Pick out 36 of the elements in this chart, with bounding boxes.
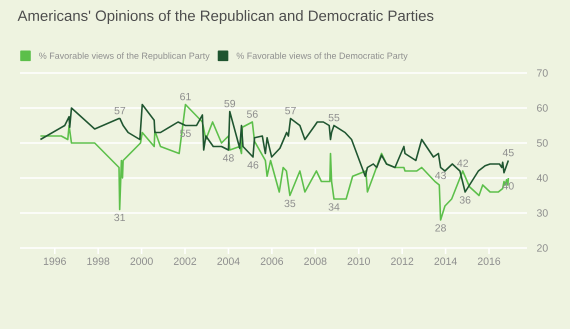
x-tick-label: 2010 xyxy=(348,258,370,265)
x-tick-label: 2002 xyxy=(174,258,196,265)
x-tick-label: 2000 xyxy=(130,258,153,265)
x-tick-label: 2014 xyxy=(434,258,457,265)
y-tick-label: 70 xyxy=(537,69,548,77)
annotation: 43 xyxy=(435,172,446,180)
annotation: 31 xyxy=(114,214,125,222)
x-tick-label: 2008 xyxy=(304,258,326,265)
legend-label: % Favorable views of the Republican Party xyxy=(39,52,210,61)
y-tick-label: 60 xyxy=(537,104,548,112)
annotation: 57 xyxy=(285,107,296,114)
annotation: 57 xyxy=(114,107,126,114)
y-tick-label: 40 xyxy=(536,174,548,182)
x-tick-label: 2006 xyxy=(260,258,284,265)
annotation: 56 xyxy=(246,110,258,118)
x-tick-label: 1998 xyxy=(87,258,110,265)
annotation: 61 xyxy=(180,92,191,100)
annotation: 42 xyxy=(457,160,468,167)
annotation: 35 xyxy=(284,200,296,208)
annotation: 46 xyxy=(247,161,258,169)
annotation: 45 xyxy=(502,149,514,156)
annotation: 48 xyxy=(222,154,234,162)
y-tick-label: 30 xyxy=(536,209,548,217)
x-tick-label: 1996 xyxy=(44,258,66,265)
annotation: 59 xyxy=(224,100,236,108)
legend-label: % Favorable views of the Democratic Party xyxy=(236,52,408,61)
annotation: 34 xyxy=(328,203,340,211)
chart-title: Americans' Opinions of the Republican and Democratic Parties xyxy=(18,10,434,24)
annotation: 28 xyxy=(435,224,446,232)
y-tick-label: 50 xyxy=(536,139,548,147)
x-tick-label: 2016 xyxy=(478,258,500,265)
annotation: 36 xyxy=(460,196,470,204)
x-tick-label: 2012 xyxy=(391,258,414,265)
y-tick-label: 20 xyxy=(537,244,548,252)
x-tick-label: 2004 xyxy=(217,258,240,265)
annotation: 55 xyxy=(328,114,340,122)
